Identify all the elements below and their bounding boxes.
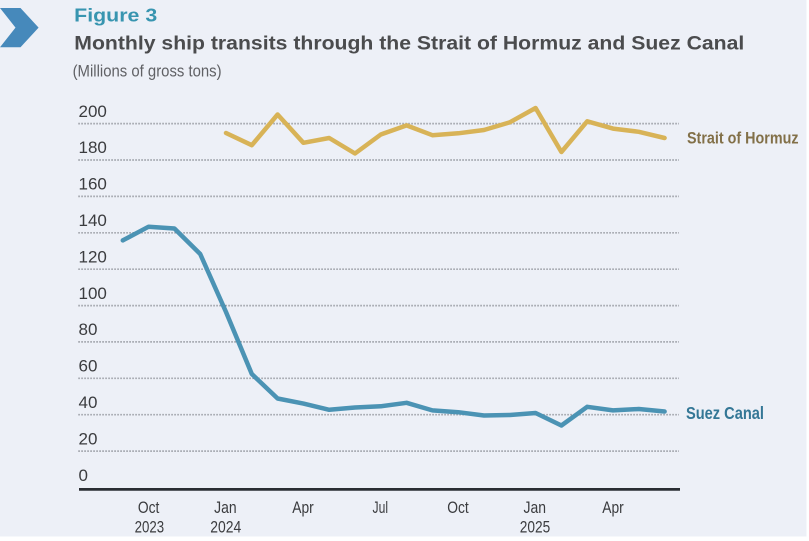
svg-text:Oct: Oct xyxy=(138,499,160,517)
svg-text:Strait of Hormuz: Strait of Hormuz xyxy=(687,129,799,148)
svg-text:Apr: Apr xyxy=(292,499,314,517)
svg-text:2023: 2023 xyxy=(135,519,165,537)
svg-text:200: 200 xyxy=(79,102,107,121)
svg-text:Jan: Jan xyxy=(214,499,237,517)
svg-text:(Millions of gross tons): (Millions of gross tons) xyxy=(73,62,222,81)
svg-text:Monthly ship transits through: Monthly ship transits through the Strait… xyxy=(74,32,744,54)
svg-text:2024: 2024 xyxy=(210,519,241,537)
svg-text:140: 140 xyxy=(79,211,107,230)
svg-text:Apr: Apr xyxy=(602,499,624,517)
svg-text:20: 20 xyxy=(79,429,98,448)
svg-text:2025: 2025 xyxy=(520,519,551,537)
svg-text:Jan: Jan xyxy=(524,499,547,517)
svg-text:0: 0 xyxy=(79,466,88,485)
svg-text:Figure 3: Figure 3 xyxy=(74,6,157,26)
svg-text:Oct: Oct xyxy=(447,499,469,517)
svg-text:60: 60 xyxy=(79,357,98,376)
svg-text:Suez Canal: Suez Canal xyxy=(686,403,764,423)
svg-text:80: 80 xyxy=(79,320,98,339)
svg-text:120: 120 xyxy=(79,247,107,266)
svg-text:100: 100 xyxy=(79,284,107,303)
svg-text:40: 40 xyxy=(79,393,98,412)
svg-text:160: 160 xyxy=(79,175,107,194)
svg-text:180: 180 xyxy=(79,138,107,157)
svg-text:Jul: Jul xyxy=(373,499,389,517)
